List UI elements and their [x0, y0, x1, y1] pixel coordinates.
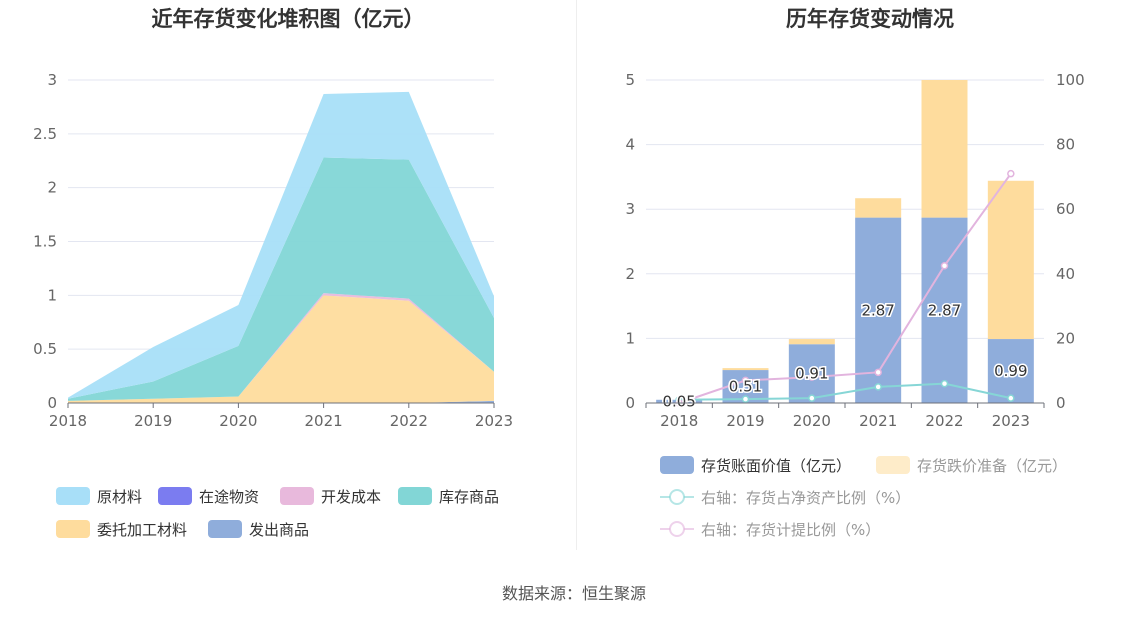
line-point	[808, 394, 816, 402]
x-tick-label: 2021	[859, 412, 897, 430]
y2-tick-label: 60	[1056, 200, 1075, 218]
legend-swatch	[398, 487, 432, 505]
left-x-axis: 2018 2019 2020 2021 2022 2023	[49, 402, 513, 430]
line-右轴：存货占净资产比例（%）	[679, 382, 1012, 401]
y-tick-label: 3	[47, 71, 57, 89]
bar-存货跌价准备（亿元）	[855, 198, 902, 218]
legend-marker	[669, 489, 685, 505]
chart-divider	[576, 0, 577, 550]
legend-label: 存货账面价值（亿元）	[701, 457, 851, 475]
y-tick-label: 0	[47, 394, 57, 412]
y-tick-label: 0.5	[33, 340, 57, 358]
data-source-note: 数据来源：恒生聚源	[501, 584, 646, 603]
bar-存货账面价值（亿元）	[921, 217, 968, 403]
y-tick-label: 1	[47, 286, 57, 304]
y-tick-label: 2.5	[33, 125, 57, 143]
x-tick-label: 2020	[793, 412, 831, 430]
bar-存货跌价准备（亿元）	[921, 80, 968, 218]
bar-value-label: 2.87	[861, 301, 894, 319]
legend-label: 右轴：存货计提比例（%）	[701, 521, 880, 539]
bar-存货账面价值（亿元）	[987, 339, 1034, 403]
x-tick-label: 2020	[219, 412, 257, 430]
right-y-axis-right: 0 20 40 60 80 100	[1056, 71, 1085, 412]
legend-swatch	[208, 520, 242, 538]
bar-value-label: 0.51	[729, 378, 762, 396]
legend-marker	[669, 521, 685, 537]
right-legend[interactable]: 存货账面价值（亿元） 存货跌价准备（亿元） 右轴：存货占净资产比例（%） 右轴：存货计…	[660, 456, 1067, 539]
bar-存货跌价准备（亿元）	[722, 368, 769, 371]
x-tick-label: 2019	[726, 412, 764, 430]
inventory-change-bar-chart: 历年存货变动情况 0 1 2 3 4 5 0 20 40 60 80 100 0.05 0.51 0.9…	[625, 7, 1085, 539]
right-bar-labels: 0.05 0.51 0.91 2.87 2.87 0.99	[661, 300, 1029, 412]
inventory-stacked-area-chart: 近年存货变化堆积图（亿元） 0 0.5 1 1.5 2 2.5 3 2018 2019 2020…	[33, 7, 513, 539]
y-tick-label: 5	[625, 71, 635, 89]
y2-tick-label: 80	[1056, 136, 1075, 154]
right-y-axis-left: 0 1 2 3 4 5	[625, 71, 635, 412]
line-point	[940, 261, 949, 270]
y2-tick-label: 20	[1056, 329, 1075, 347]
right-bars	[656, 80, 1034, 403]
bar-value-label: 0.99	[994, 362, 1027, 380]
y-tick-label: 1.5	[33, 233, 57, 251]
x-tick-label: 2023	[475, 412, 513, 430]
bar-value-label: 0.91	[795, 365, 828, 383]
line-右轴：存货计提比例（%）	[678, 173, 1012, 404]
right-grid	[646, 79, 1044, 339]
y2-tick-label: 40	[1056, 265, 1075, 283]
right-lines	[675, 169, 1015, 407]
line-point	[741, 376, 750, 385]
y-tick-label: 3	[625, 200, 635, 218]
x-tick-label: 2018	[660, 412, 698, 430]
bar-value-label: 2.87	[928, 301, 961, 319]
bar-存货跌价准备（亿元）	[788, 339, 835, 345]
y2-tick-label: 0	[1056, 394, 1066, 412]
right-chart-title: 历年存货变动情况	[786, 7, 954, 31]
line-point	[741, 395, 750, 403]
legend-swatch	[56, 487, 90, 505]
x-tick-label: 2022	[390, 412, 428, 430]
y-tick-label: 2	[625, 265, 635, 283]
y-tick-label: 4	[625, 136, 635, 154]
bar-value-label: 0.05	[662, 392, 695, 410]
line-point	[808, 373, 816, 381]
legend-swatch	[158, 487, 192, 505]
legend-label: 开发成本	[321, 488, 381, 506]
legend-label: 发出商品	[249, 521, 309, 539]
line-point	[874, 383, 882, 391]
x-tick-label: 2023	[992, 412, 1030, 430]
legend-label: 右轴：存货占净资产比例（%）	[701, 489, 910, 507]
y-tick-label: 1	[625, 329, 635, 347]
y-tick-label: 2	[47, 179, 57, 197]
area-库存商品	[68, 157, 494, 401]
legend-label: 库存商品	[439, 488, 499, 506]
y-tick-label: 0	[625, 394, 635, 412]
right-x-axis: 2018 2019 2020 2021 2022 2023	[645, 402, 1045, 430]
area-原材料	[68, 91, 494, 399]
x-tick-label: 2021	[305, 412, 343, 430]
line-point	[874, 368, 882, 377]
left-chart-title: 近年存货变化堆积图（亿元）	[152, 7, 425, 31]
legend-label: 原材料	[97, 488, 142, 506]
legend-label: 委托加工材料	[97, 521, 187, 539]
line-point	[940, 379, 949, 388]
legend-swatch	[280, 487, 314, 505]
area-委托加工材料	[68, 295, 494, 403]
bar-存货跌价准备（亿元）	[987, 180, 1034, 340]
left-y-axis: 0 0.5 1 1.5 2 2.5 3	[33, 71, 57, 412]
legend-label: 存货跌价准备（亿元）	[917, 457, 1067, 475]
x-tick-label: 2019	[134, 412, 172, 430]
legend-swatch	[56, 520, 90, 538]
line-point	[1007, 169, 1015, 178]
legend-swatch	[876, 456, 910, 474]
y2-tick-label: 100	[1056, 71, 1085, 89]
left-areas	[68, 91, 494, 403]
x-tick-label: 2022	[925, 412, 963, 430]
legend-label: 在途物资	[199, 488, 259, 506]
legend-swatch	[660, 456, 694, 474]
line-point	[1007, 394, 1015, 402]
x-tick-label: 2018	[49, 412, 87, 430]
